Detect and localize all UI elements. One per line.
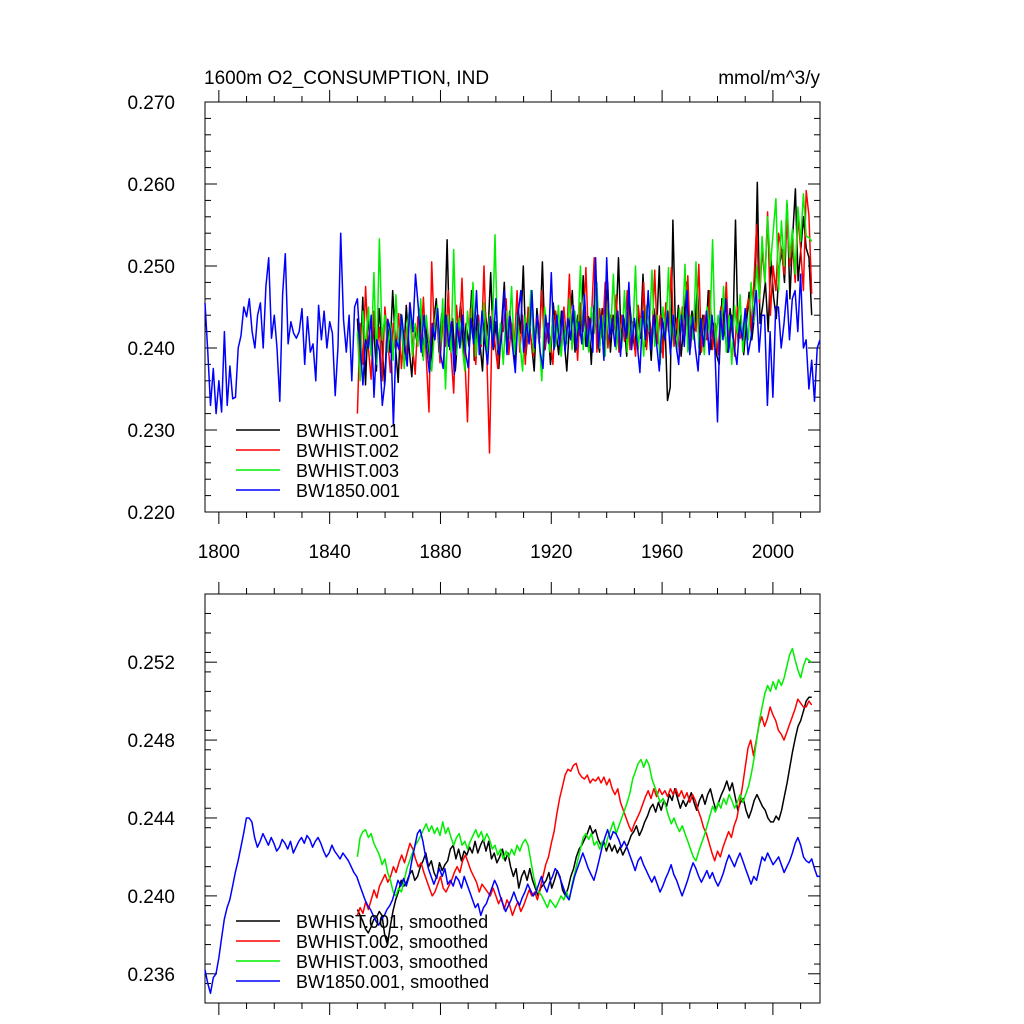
legend-label: BW1850.001 [296, 481, 400, 501]
x-tick-label: 1920 [530, 542, 572, 563]
series-line-bwhist-001-smoothed [356, 696, 812, 946]
y-tick-label: 0.252 [127, 653, 175, 674]
y-tick-label: 0.236 [127, 965, 175, 986]
top-panel: 0.220 0.230 0.240 0.250 0.260 0.270 1800 1840 18… [127, 68, 821, 563]
y-tick-label: 0.230 [127, 421, 175, 442]
legend-label: BWHIST.003, smoothed [296, 952, 488, 972]
plot-frame [204, 593, 821, 1004]
x-tick-label: 1960 [641, 542, 683, 563]
legend-label: BWHIST.001, smoothed [296, 912, 488, 932]
x-tick-label: 1800 [198, 542, 240, 563]
y-tick-label: 0.244 [127, 809, 175, 830]
y-tick-label: 0.220 [127, 503, 175, 524]
bottom-panel: 0.236 0.240 0.244 0.248 0.252 BWHIST.001, smo… [127, 582, 821, 1015]
y-tick-label: 0.250 [127, 257, 175, 278]
y-tick-label: 0.240 [127, 339, 175, 360]
legend-label: BW1850.001, smoothed [296, 972, 489, 992]
x-tick-label: 2000 [752, 542, 794, 563]
series-line-bwhist-003 [356, 193, 813, 390]
series-line-bw1850-001-smoothed [204, 817, 820, 995]
series-line-bwhist-003-smoothed [356, 647, 813, 909]
series-line-bw1850-001 [204, 232, 821, 427]
y-tick-label: 0.240 [127, 887, 175, 908]
y-tick-label: 0.260 [127, 175, 175, 196]
x-tick-label: 1880 [419, 542, 461, 563]
y-tick-label: 0.270 [127, 93, 175, 114]
legend-label: BWHIST.003 [296, 461, 399, 481]
units-label: mmol/m^3/y [718, 68, 820, 89]
legend-label: BWHIST.002 [296, 441, 399, 461]
chart-title: 1600m O2_CONSUMPTION, IND [204, 68, 489, 89]
legend-label: BWHIST.002, smoothed [296, 932, 488, 952]
x-tick-label: 1840 [309, 542, 351, 563]
series-line-bwhist-002-smoothed [356, 698, 813, 917]
legend-label: BWHIST.001 [296, 421, 399, 441]
y-tick-label: 0.248 [127, 731, 175, 752]
